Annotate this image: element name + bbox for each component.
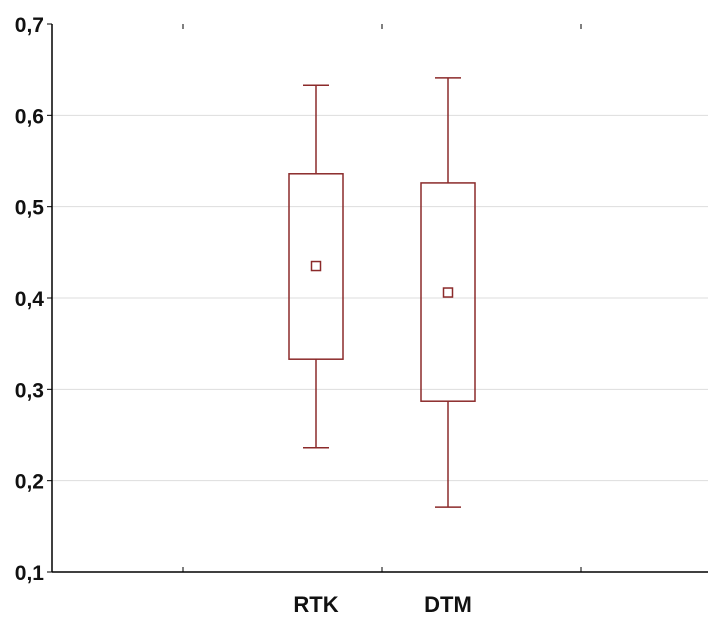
- y-tick-label: 0,2: [15, 471, 44, 494]
- y-axis-ticks: 0,1 0,2 0,3 0,4 0,5 0,6 0,7: [15, 14, 52, 585]
- mean-marker: [442, 287, 454, 298]
- x-axis-labels: RTK DTM: [293, 592, 471, 617]
- box-plot-series: [288, 77, 476, 508]
- y-tick-label: 0,5: [15, 197, 45, 220]
- category-label-dtm: DTM: [424, 592, 472, 617]
- y-tick-label: 0,3: [15, 379, 44, 402]
- iqr-box: [420, 182, 476, 402]
- iqr-box: [288, 173, 344, 360]
- category-label-rtk: RTK: [293, 592, 338, 617]
- y-tick-label: 0,1: [15, 562, 45, 585]
- y-tick-label: 0,4: [15, 288, 45, 311]
- box-dtm: [420, 77, 476, 508]
- box-rtk: [288, 84, 344, 449]
- y-tick-label: 0,6: [15, 105, 44, 128]
- mean-marker: [310, 260, 322, 272]
- grid-lines: [52, 114, 708, 482]
- y-tick-label: 0,7: [15, 14, 44, 37]
